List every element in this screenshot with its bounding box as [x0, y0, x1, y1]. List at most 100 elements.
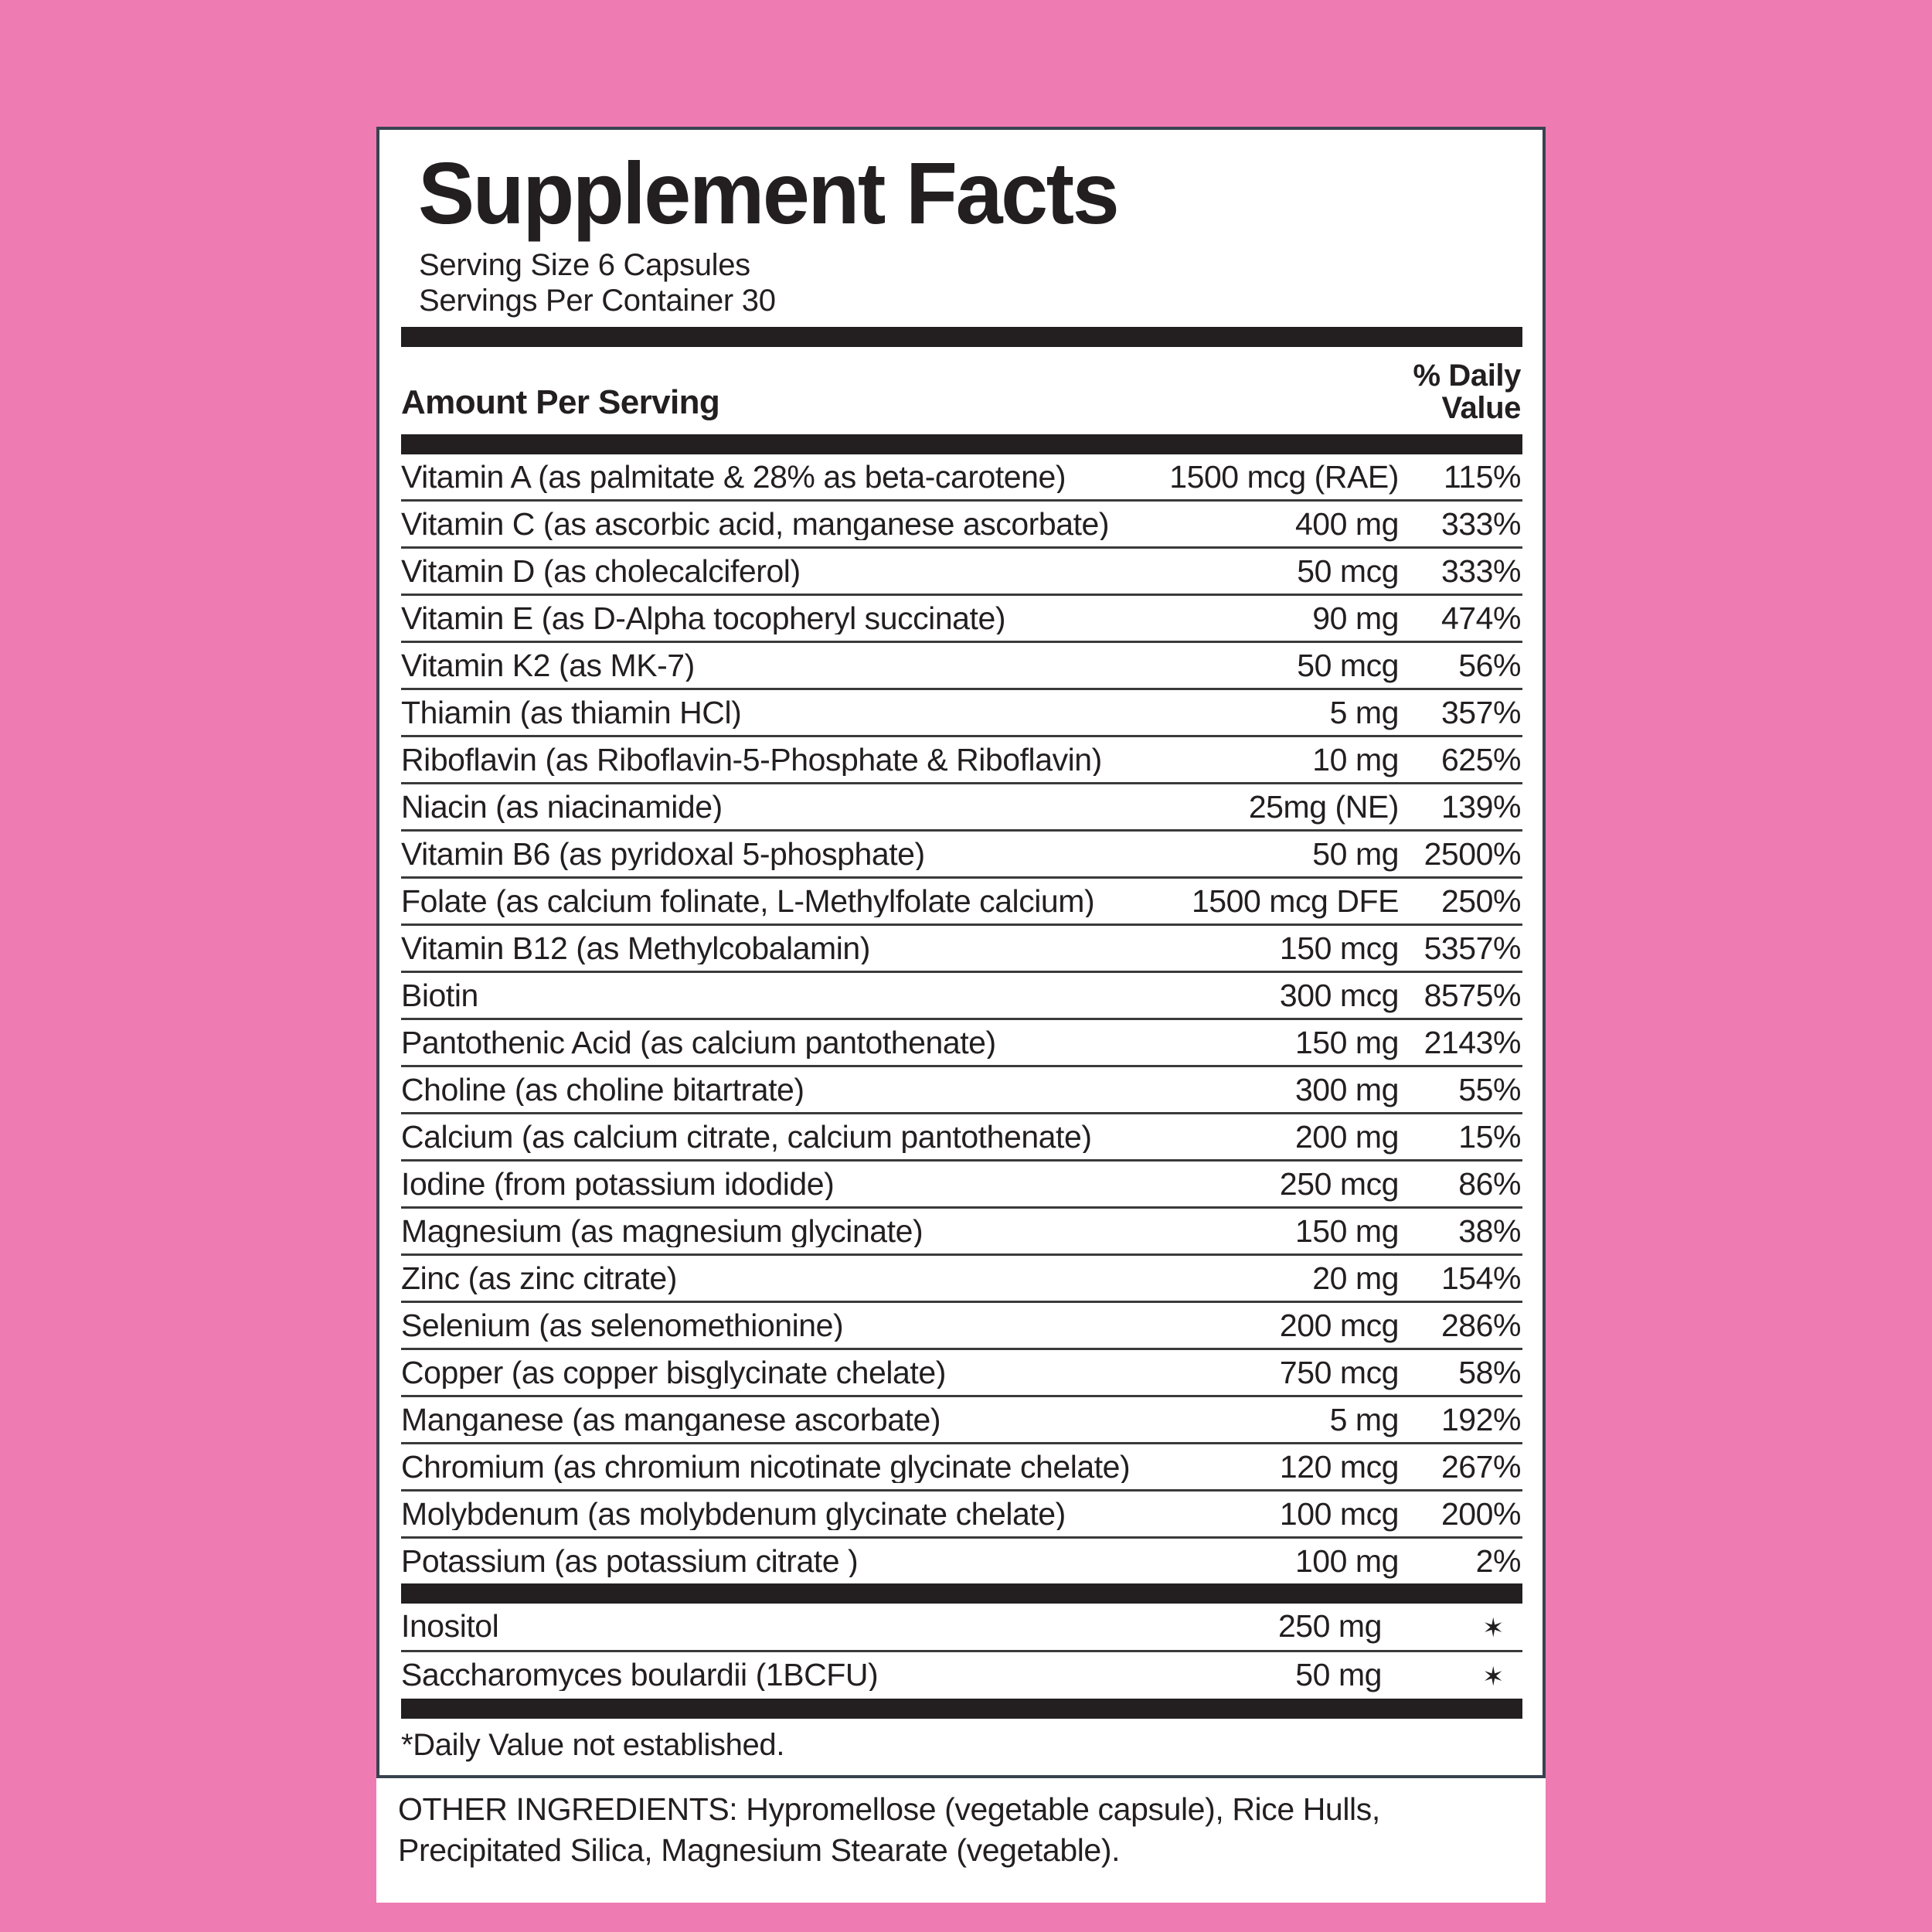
row-divider [401, 1536, 1522, 1539]
nutrient-amount: 150 mg [1294, 1213, 1400, 1250]
table-row: Folate (as calcium folinate, L-Methylfol… [401, 879, 1522, 923]
nutrient-amount: 150 mcg [1279, 930, 1400, 967]
divider-thick-headers [401, 434, 1522, 455]
nutrient-daily-value: 267% [1440, 1449, 1522, 1485]
table-row: Vitamin B12 (as Methylcobalamin) 150 mcg 5… [401, 926, 1522, 971]
table-row: Vitamin E (as D-Alpha tocopheryl succina… [401, 596, 1522, 641]
row-divider [401, 971, 1522, 974]
table-row: Molybdenum (as molybdenum glycinate chel… [401, 1492, 1522, 1536]
table-row: Manganese (as manganese ascorbate) 5 mg 19… [401, 1397, 1522, 1442]
table-row: Chromium (as chromium nicotinate glycina… [401, 1444, 1522, 1489]
nutrient-amount: 5 mg [1329, 695, 1400, 731]
nutrient-table: Vitamin A (as palmitate & 28% as beta-ca… [401, 454, 1522, 1583]
row-divider [401, 1065, 1522, 1068]
row-divider [401, 1348, 1522, 1351]
nutrient-amount: 200 mcg [1279, 1308, 1400, 1344]
nutrient-amount: 5 mg [1329, 1402, 1400, 1438]
servings-per-container: Servings Per Container 30 [419, 283, 776, 318]
row-divider [401, 735, 1522, 738]
nutrient-amount: 300 mg [1294, 1072, 1400, 1108]
nutrient-daily-value: 56% [1458, 648, 1521, 684]
nutrient-amount: 50 mg [1295, 1657, 1382, 1693]
serving-info: Serving Size 6 Capsules Servings Per Con… [419, 248, 1522, 318]
nutrient-daily-value: 357% [1440, 695, 1522, 731]
facts-panel: Supplement Facts Serving Size 6 Capsules… [376, 127, 1546, 1779]
nutrient-amount: 200 mg [1294, 1119, 1400, 1155]
divider-thick-proprietary [401, 1583, 1522, 1604]
nutrient-name: Saccharomyces boulardii (1BCFU) [401, 1659, 879, 1692]
row-divider [401, 923, 1522, 927]
row-divider [401, 1253, 1522, 1257]
row-divider [401, 1206, 1522, 1209]
nutrient-daily-value: 625% [1440, 742, 1522, 778]
table-row: Pantothenic Acid (as calcium pantothenat… [401, 1020, 1522, 1065]
nutrient-daily-value: 55% [1458, 1072, 1521, 1108]
nutrient-name: Copper (as copper bisglycinate chelate) [401, 1357, 946, 1389]
nutrient-name: Manganese (as manganese ascorbate) [401, 1404, 941, 1437]
table-row: Vitamin B6 (as pyridoxal 5-phosphate) 50 … [401, 832, 1522, 876]
daily-value-header-line2: Value [1441, 391, 1521, 426]
nutrient-amount: 50 mcg [1297, 553, 1399, 590]
nutrient-name: Vitamin E (as D-Alpha tocopheryl succina… [401, 603, 1006, 635]
daily-value-footnote: *Daily Value not established. [401, 1728, 785, 1763]
nutrient-daily-value: 5357% [1423, 930, 1522, 967]
nutrient-amount: 50 mcg [1297, 648, 1399, 684]
nutrient-amount: 20 mg [1312, 1260, 1399, 1297]
nutrient-name: Vitamin D (as cholecalciferol) [401, 556, 801, 588]
table-row: Inositol 250 mg ✶ [401, 1604, 1522, 1650]
nutrient-amount: 1500 mcg (RAE) [1169, 459, 1399, 495]
nutrient-amount: 150 mg [1294, 1025, 1400, 1061]
nutrient-name: Chromium (as chromium nicotinate glycina… [401, 1451, 1131, 1484]
nutrient-daily-value: 200% [1440, 1496, 1522, 1532]
nutrient-amount: 250 mg [1277, 1608, 1383, 1645]
table-row: Riboflavin (as Riboflavin-5-Phosphate & … [401, 737, 1522, 782]
nutrient-daily-value: 286% [1440, 1308, 1522, 1344]
row-divider [401, 546, 1522, 549]
nutrient-amount: 1500 mcg DFE [1191, 883, 1399, 920]
table-row: Thiamin (as thiamin HCl) 5 mg 357% [401, 690, 1522, 735]
nutrient-name: Riboflavin (as Riboflavin-5-Phosphate & … [401, 744, 1102, 777]
nutrient-daily-value: 250% [1440, 883, 1522, 920]
row-divider [401, 641, 1522, 644]
nutrient-amount: 25mg (NE) [1248, 789, 1400, 825]
row-divider [401, 782, 1522, 785]
table-row: Copper (as copper bisglycinate chelate) 7… [401, 1350, 1522, 1395]
table-row: Choline (as choline bitartrate) 300 mg 55% [401, 1067, 1522, 1112]
nutrient-amount: 750 mcg [1279, 1355, 1400, 1391]
nutrient-amount: 100 mcg [1279, 1496, 1400, 1532]
table-row: Niacin (as niacinamide) 25mg (NE) 139% [401, 784, 1522, 829]
nutrient-daily-value: 38% [1458, 1213, 1521, 1250]
nutrient-name: Thiamin (as thiamin HCl) [401, 697, 742, 730]
serving-size: Serving Size 6 Capsules [419, 248, 750, 283]
daily-value-header: % Daily Value [1413, 359, 1522, 426]
nutrient-name: Calcium (as calcium citrate, calcium pan… [401, 1121, 1092, 1154]
page-title: Supplement Facts [418, 145, 1120, 242]
nutrient-daily-value: 115% [1443, 459, 1521, 495]
nutrient-daily-value: 15% [1458, 1119, 1521, 1155]
nutrient-daily-value: 333% [1440, 506, 1522, 543]
row-divider [401, 1018, 1522, 1021]
nutrient-name: Molybdenum (as molybdenum glycinate chel… [401, 1498, 1066, 1531]
row-divider [401, 1489, 1522, 1492]
row-divider [401, 1442, 1522, 1445]
table-row: Vitamin C (as ascorbic acid, manganese a… [401, 502, 1522, 546]
nutrient-daily-value: 8575% [1423, 978, 1522, 1014]
nutrient-name: Niacin (as niacinamide) [401, 791, 723, 824]
nutrient-daily-value: 2143% [1423, 1025, 1522, 1061]
nutrient-amount: 120 mcg [1279, 1449, 1400, 1485]
table-row: Iodine (from potassium idodide) 250 mcg 86… [401, 1162, 1522, 1206]
nutrient-daily-value: 192% [1440, 1402, 1522, 1438]
nutrient-amount: 90 mg [1312, 600, 1399, 637]
nutrient-daily-value: 86% [1458, 1166, 1521, 1202]
table-row: Calcium (as calcium citrate, calcium pan… [401, 1114, 1522, 1159]
table-row: Vitamin A (as palmitate & 28% as beta-ca… [401, 454, 1522, 499]
row-divider [401, 1112, 1522, 1115]
table-row: Biotin 300 mcg 8575% [401, 973, 1522, 1018]
nutrient-amount: 100 mg [1294, 1543, 1400, 1580]
nutrient-name: Vitamin A (as palmitate & 28% as beta-ca… [401, 461, 1066, 494]
row-divider [401, 1159, 1522, 1162]
table-row: Vitamin K2 (as MK-7) 50 mcg 56% [401, 643, 1522, 688]
nutrient-name: Magnesium (as magnesium glycinate) [401, 1216, 923, 1248]
row-divider [401, 499, 1522, 502]
other-ingredients-block: OTHER INGREDIENTS: Hypromellose (vegetab… [376, 1778, 1546, 1903]
